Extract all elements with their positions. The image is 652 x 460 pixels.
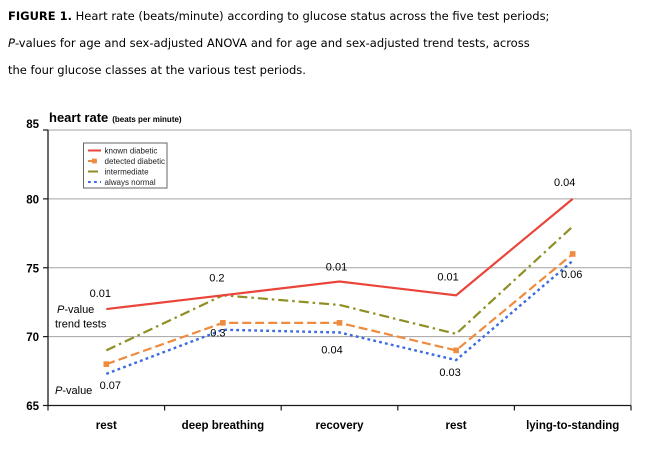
series-line-always-normal	[105, 259, 574, 375]
trend-pvalue-label: 0.2	[209, 272, 224, 284]
x-category-label: rest	[96, 420, 117, 432]
series-marker-detected-diabetic	[220, 320, 226, 326]
figure-label: FIGURE 1.	[8, 9, 72, 23]
anova-pvalue-label: 0.03	[439, 367, 460, 379]
series-marker-detected-diabetic	[103, 361, 110, 367]
series-line-intermediate	[105, 225, 574, 352]
anova-pvalue-label: 0.3	[210, 328, 225, 340]
legend-marker-square	[92, 158, 97, 164]
anova-pvalue-label: 0.04	[321, 344, 342, 356]
trend-pvalue-label: 0.01	[90, 288, 111, 300]
legend-label-detected-diabetic: detected diabetic	[105, 157, 166, 166]
series-line-known-diabetic	[106, 198, 574, 311]
series-marker-detected-diabetic	[336, 320, 343, 326]
trend-pvalue-label: 0.01	[437, 271, 458, 283]
figure-caption: FIGURE 1. Heart rate (beats/minute) acco…	[8, 3, 648, 84]
y-tick-label-65: 65	[26, 401, 39, 413]
series-marker-detected-diabetic	[453, 347, 459, 354]
y-tick-label-80: 80	[26, 194, 39, 206]
y-tick-label-85: 85	[26, 119, 39, 131]
caption-line-3: the four glucose classes at the various …	[8, 63, 306, 77]
x-category-label: lying-to-standing	[526, 420, 619, 432]
anova-pvalue-label: 0.06	[561, 269, 582, 281]
x-category-label: recovery	[316, 420, 365, 432]
trend-row-label-line2: trend tests	[55, 319, 107, 331]
trend-row-label: P-value	[57, 304, 94, 316]
legend-label-always-normal: always normal	[105, 178, 156, 187]
x-category-label: deep breathing	[182, 420, 264, 432]
chart-title: heart rate (beats per minute)	[49, 110, 182, 125]
trend-pvalue-label: 0.04	[554, 177, 575, 189]
legend-label-known-diabetic: known diabetic	[105, 147, 158, 156]
caption-line-1: FIGURE 1. Heart rate (beats/minute) acco…	[8, 9, 550, 23]
anova-pvalue-label: 0.07	[100, 380, 121, 392]
trend-pvalue-label: 0.01	[326, 262, 347, 274]
series-marker-detected-diabetic	[569, 251, 576, 257]
caption-line-2: P-values for age and sex-adjusted ANOVA …	[8, 36, 530, 50]
anova-row-label: P-value	[55, 385, 92, 397]
y-tick-label-75: 75	[26, 263, 39, 275]
y-tick-label-70: 70	[26, 332, 39, 344]
legend-label-intermediate: intermediate	[105, 168, 150, 177]
x-category-label: rest	[446, 420, 467, 432]
